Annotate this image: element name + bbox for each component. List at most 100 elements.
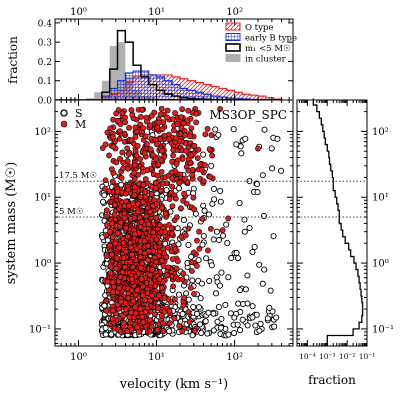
scatter-point-multiple bbox=[114, 255, 120, 262]
scatter-point-single bbox=[236, 327, 244, 334]
main-ytick-label: 10² bbox=[34, 127, 51, 138]
scatter-point-multiple bbox=[102, 185, 108, 192]
scatter-point-multiple bbox=[188, 259, 195, 266]
scatter-point-single bbox=[236, 199, 243, 207]
scatter-point-multiple bbox=[132, 310, 139, 317]
scatter-point-multiple bbox=[145, 257, 151, 264]
main-xlabel: velocity (km s⁻¹) bbox=[119, 377, 228, 392]
scatter-point-multiple bbox=[205, 247, 211, 254]
scatter-point-multiple bbox=[117, 128, 123, 135]
scatter-point-multiple bbox=[168, 189, 175, 196]
top-ylabel: fraction bbox=[6, 36, 20, 84]
scatter-point-multiple bbox=[178, 114, 185, 121]
scatter-point-multiple bbox=[120, 165, 127, 172]
scatter-point-multiple bbox=[161, 132, 168, 139]
scatter-point-multiple bbox=[160, 320, 167, 327]
scatter-point-multiple bbox=[179, 106, 186, 113]
run-label: MS3OP_SPC bbox=[209, 108, 287, 122]
scatter-point-multiple bbox=[141, 238, 148, 245]
scatter-point-single bbox=[218, 269, 225, 276]
scatter-point-multiple bbox=[169, 183, 175, 190]
scatter-point-multiple bbox=[185, 167, 192, 174]
scatter-point-single bbox=[201, 207, 208, 214]
right-ytick-label: 10¹ bbox=[372, 193, 389, 204]
main-scatter-panel: 17.5 M☉ 5 M☉ 10⁰ 10¹ 10² 10⁻¹ 10⁰ 10¹ 10² veloc… bbox=[4, 99, 367, 392]
scatter-point-multiple bbox=[131, 192, 138, 199]
scatter-point-multiple bbox=[140, 283, 146, 290]
scatter-point-multiple bbox=[143, 213, 150, 220]
scatter-point-multiple bbox=[108, 166, 115, 172]
scatter-point-multiple bbox=[161, 308, 168, 315]
scatter-point-multiple bbox=[157, 187, 164, 194]
main-xtick-label: 10² bbox=[226, 352, 243, 363]
scatter-point-multiple bbox=[110, 307, 116, 314]
scatter-point-single bbox=[230, 126, 237, 133]
right-ytick-label: 10² bbox=[372, 127, 389, 138]
scatter-point-multiple bbox=[185, 107, 192, 114]
scatter-point-single bbox=[270, 233, 277, 240]
scatter-point-multiple bbox=[106, 188, 113, 195]
scatter-point-multiple bbox=[129, 111, 136, 118]
scatter-point-multiple bbox=[154, 327, 161, 333]
top-xtick-label: 10² bbox=[226, 7, 243, 18]
main-ytick-label: 10⁻¹ bbox=[29, 324, 51, 335]
scatter-point-multiple bbox=[188, 125, 195, 132]
scatter-point-multiple bbox=[124, 145, 131, 152]
scatter-point-multiple bbox=[148, 280, 155, 287]
scatter-point-multiple bbox=[187, 284, 194, 291]
scatter-point-multiple bbox=[141, 150, 148, 157]
scatter-point-multiple bbox=[217, 106, 224, 112]
scatter-point-multiple bbox=[144, 289, 151, 296]
right-xlabel: fraction bbox=[308, 373, 356, 387]
legend-label-2: early B type bbox=[245, 34, 297, 44]
scatter-point-multiple bbox=[202, 162, 208, 168]
scatter-point-multiple bbox=[133, 152, 140, 159]
scatter-point-multiple bbox=[110, 116, 117, 123]
scatter-point-multiple bbox=[176, 180, 182, 186]
scatter-point-multiple bbox=[150, 229, 157, 236]
scatter-point-single bbox=[274, 135, 281, 142]
scatter-point-multiple bbox=[135, 200, 141, 207]
scatter-point-multiple bbox=[139, 313, 146, 320]
top-xtick-label: 10⁰ bbox=[70, 7, 87, 18]
scatter-point-multiple bbox=[132, 231, 138, 238]
right-xtick-label: 10⁻² bbox=[339, 352, 356, 361]
scatter-point-single bbox=[217, 198, 224, 205]
scatter-point-multiple bbox=[103, 298, 110, 304]
scatter-point-multiple bbox=[118, 175, 125, 181]
scatter-point-multiple bbox=[176, 323, 183, 329]
scatter-point-multiple bbox=[155, 161, 162, 168]
legend-marker-S bbox=[60, 109, 68, 117]
scatter-point-multiple bbox=[126, 124, 132, 131]
scatter-point-multiple bbox=[156, 292, 162, 299]
legend-swatch-4 bbox=[225, 54, 241, 62]
scatter-point-multiple bbox=[164, 272, 171, 279]
scatter-point-single bbox=[189, 332, 196, 339]
scatter-point-single bbox=[225, 331, 232, 338]
scatter-point-multiple bbox=[120, 320, 127, 327]
scatter-point-single bbox=[210, 185, 218, 192]
scatter-point-multiple bbox=[118, 298, 124, 305]
scatter-point-single bbox=[210, 236, 217, 243]
scatter-point-multiple bbox=[194, 155, 201, 162]
scatter-point-multiple bbox=[140, 319, 147, 326]
scatter-point-multiple bbox=[137, 223, 144, 230]
scatter-point-multiple bbox=[153, 185, 160, 191]
legend-label-S: S bbox=[75, 107, 83, 120]
scatter-point-single bbox=[185, 241, 192, 248]
scatter-point-single bbox=[200, 151, 207, 158]
scatter-point-multiple bbox=[145, 242, 152, 249]
scatter-point-multiple bbox=[186, 319, 193, 325]
top-ytick-label: 0.0 bbox=[38, 97, 53, 107]
scatter-point-multiple bbox=[153, 236, 160, 243]
scatter-point-multiple bbox=[166, 196, 173, 202]
scatter-point-single bbox=[215, 131, 222, 138]
scatter-point-single bbox=[261, 266, 268, 273]
scatter-point-multiple bbox=[116, 135, 123, 142]
scatter-point-multiple bbox=[183, 148, 190, 154]
scatter-point-multiple bbox=[143, 118, 150, 125]
scatter-point-single bbox=[203, 255, 210, 262]
top-ytick-label: 0.2 bbox=[38, 58, 52, 68]
scatter-point-multiple bbox=[153, 141, 160, 147]
